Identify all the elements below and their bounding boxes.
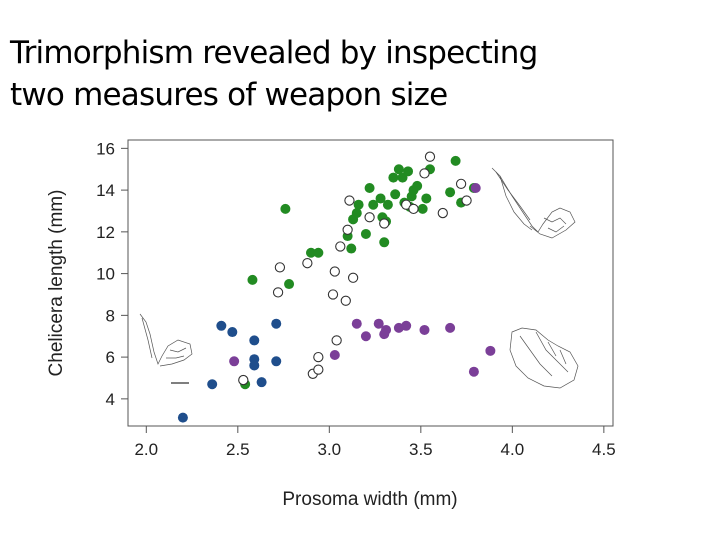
data-point-green (360, 228, 371, 239)
data-point-blue (271, 356, 282, 367)
data-point-open (329, 266, 340, 277)
y-tick-label: 16 (96, 139, 115, 158)
data-point-green (445, 187, 456, 198)
data-point-green (368, 199, 379, 210)
data-point-purple (468, 366, 479, 377)
slide-title: Trimorphism revealed by inspecting two m… (10, 32, 700, 116)
data-point-open (340, 295, 351, 306)
data-point-open (272, 287, 284, 298)
data-point-blue (249, 360, 260, 371)
data-point-open (302, 258, 313, 269)
x-tick-label: 4.5 (592, 440, 616, 459)
data-point-green (450, 155, 461, 166)
y-tick-label: 10 (96, 265, 115, 284)
data-point-purple (373, 318, 384, 329)
data-point-blue (177, 412, 188, 423)
data-point-green (388, 172, 399, 183)
data-point-purple (381, 324, 392, 335)
data-point-purple (229, 356, 240, 367)
data-point-green (417, 203, 428, 214)
data-point-green (280, 203, 291, 214)
data-point-open (424, 151, 436, 162)
data-point-open (455, 178, 467, 189)
data-point-open (408, 203, 419, 215)
x-tick-label: 4.0 (501, 440, 525, 459)
data-point-purple (351, 318, 362, 329)
data-point-green (353, 199, 364, 210)
data-points (177, 151, 496, 423)
x-tick-label: 3.0 (318, 440, 342, 459)
data-point-green (375, 193, 386, 204)
slide-title-line-1: Trimorphism revealed by inspecting (10, 35, 538, 71)
data-point-green (393, 164, 404, 175)
data-point-blue (207, 379, 218, 390)
chelicera-sketch-top-right (491, 167, 576, 239)
slide-title-line-2: two measures of weapon size (10, 77, 448, 113)
data-point-purple (401, 320, 412, 331)
data-point-purple (329, 350, 340, 361)
data-point-open (327, 289, 339, 300)
data-point-open (344, 195, 355, 206)
data-point-open (335, 241, 346, 252)
data-point-green (364, 183, 375, 194)
data-point-green (346, 243, 357, 254)
data-point-open (313, 351, 324, 363)
data-point-open (238, 374, 249, 386)
data-point-green (284, 279, 295, 290)
y-tick-label: 8 (106, 306, 115, 325)
x-tick-label: 2.0 (134, 440, 158, 459)
data-point-open (331, 335, 342, 346)
chelicera-sketch-bottom-right (509, 327, 579, 389)
data-point-green (247, 274, 258, 285)
data-point-open (313, 364, 324, 375)
y-tick-label: 6 (106, 348, 115, 367)
data-point-open (437, 207, 448, 219)
data-point-blue (256, 377, 267, 388)
data-point-purple (445, 322, 456, 333)
data-point-green (412, 180, 423, 191)
data-point-blue (216, 320, 227, 331)
y-tick-label: 12 (96, 223, 115, 242)
data-point-purple (360, 331, 371, 342)
data-point-green (403, 166, 414, 177)
data-point-blue (249, 335, 260, 346)
data-point-blue (271, 318, 282, 329)
data-point-green (379, 237, 390, 248)
data-point-green (306, 247, 317, 258)
y-axis: 4 6 8 10 12 14 16 (96, 139, 128, 409)
y-axis-title: Chelicera length (mm) (46, 190, 67, 377)
data-point-green (313, 247, 324, 258)
data-point-open (461, 195, 472, 206)
y-tick-label: 14 (96, 181, 115, 200)
y-tick-label: 4 (106, 390, 115, 409)
data-point-blue (227, 327, 238, 338)
data-point-open (274, 262, 286, 273)
x-axis: 2.0 2.5 3.0 3.5 4.0 4.5 (134, 426, 616, 459)
data-point-purple (419, 324, 430, 335)
data-point-green (382, 199, 393, 210)
data-point-green (351, 208, 362, 219)
x-tick-label: 3.5 (409, 440, 433, 459)
data-point-purple (485, 345, 496, 356)
data-point-open (419, 168, 430, 179)
plot-frame (127, 139, 614, 427)
data-point-open (379, 218, 390, 229)
data-point-open (342, 224, 353, 235)
chelicera-sketch-left (139, 313, 193, 367)
data-point-green (390, 189, 401, 200)
data-point-open (347, 272, 359, 283)
x-axis-title: Prosoma width (mm) (282, 489, 457, 510)
data-point-open (364, 212, 375, 223)
data-point-purple (470, 183, 481, 194)
x-tick-label: 2.5 (226, 440, 250, 459)
data-point-green (421, 193, 432, 204)
